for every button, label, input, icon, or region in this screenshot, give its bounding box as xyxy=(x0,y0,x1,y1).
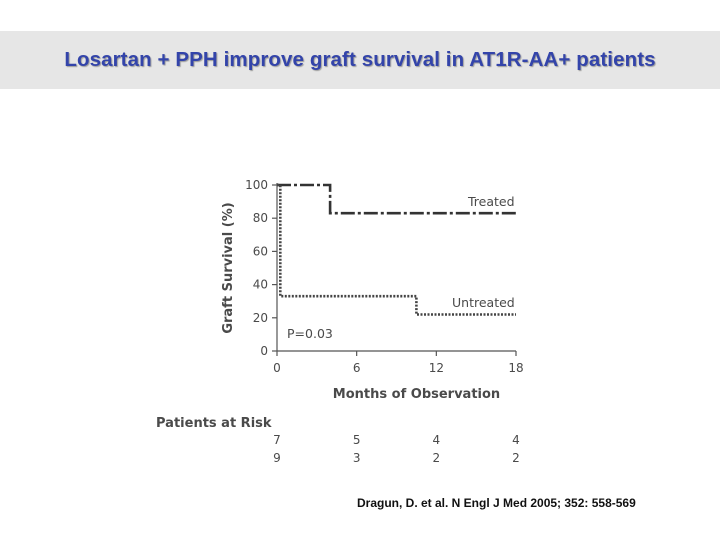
y-tick-label: 60 xyxy=(253,244,268,258)
risk-count-untreated: 9 xyxy=(273,451,281,465)
y-ticks: 0 20 40 60 80 100 xyxy=(245,178,277,358)
series-lines xyxy=(277,183,516,316)
y-axis-label: Graft Survival (%) xyxy=(221,202,236,333)
risk-count-treated: 4 xyxy=(512,433,520,447)
x-tick-label: 18 xyxy=(508,361,523,375)
x-axis-label: Months of Observation xyxy=(333,387,500,402)
y-tick-label: 0 xyxy=(260,344,268,358)
series-line-untreated xyxy=(277,183,516,316)
risk-table-label: Patients at Risk xyxy=(156,416,272,431)
y-tick-label: 20 xyxy=(253,311,268,325)
y-tick-label: 80 xyxy=(253,211,268,225)
series-labels: Treated Untreated xyxy=(452,194,515,310)
series-line-treated xyxy=(277,183,516,215)
y-tick-label: 40 xyxy=(253,278,268,292)
risk-count-untreated: 3 xyxy=(353,451,361,465)
axes xyxy=(276,183,516,352)
x-ticks: 0 6 12 18 xyxy=(273,351,524,375)
series-label-treated: Treated xyxy=(467,194,515,209)
y-tick-label: 100 xyxy=(245,178,268,192)
risk-count-untreated: 2 xyxy=(433,451,441,465)
risk-count-treated: 4 xyxy=(433,433,441,447)
risk-count-untreated: 2 xyxy=(512,451,520,465)
citation: Dragun, D. et al. N Engl J Med 2005; 352… xyxy=(357,496,636,510)
title-bar xyxy=(0,31,720,89)
p-value-annotation: P=0.03 xyxy=(287,326,333,341)
series-label-untreated: Untreated xyxy=(452,295,515,310)
x-tick-label: 6 xyxy=(353,361,361,375)
risk-count-treated: 5 xyxy=(353,433,361,447)
x-tick-label: 12 xyxy=(429,361,444,375)
risk-table: 7 5 4 4 9 3 2 2 xyxy=(273,433,520,465)
slide-title: Losartan + PPH improve graft survival in… xyxy=(64,48,656,71)
x-tick-label: 0 xyxy=(273,361,281,375)
risk-count-treated: 7 xyxy=(273,433,281,447)
